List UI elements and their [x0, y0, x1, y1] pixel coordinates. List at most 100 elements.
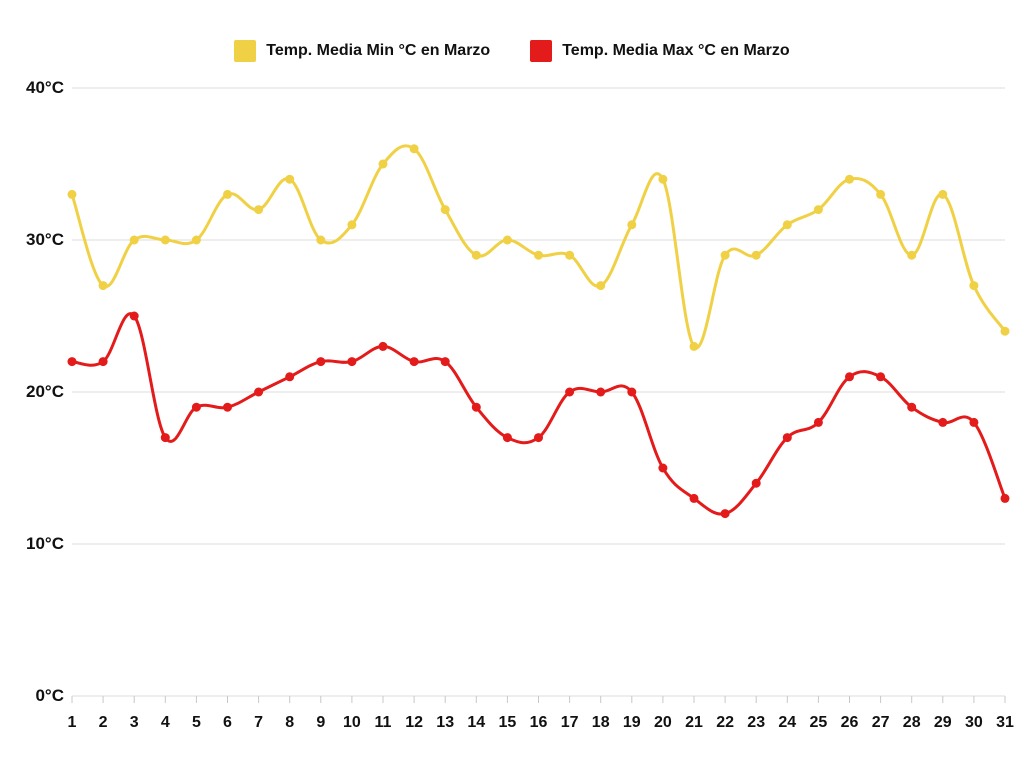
- series-point-min: [938, 190, 947, 199]
- series-point-max: [254, 388, 263, 397]
- legend-label-min: Temp. Media Min °C en Marzo: [266, 42, 490, 60]
- series-point-max: [690, 494, 699, 503]
- legend-label-max: Temp. Media Max °C en Marzo: [562, 42, 789, 60]
- series-point-max: [534, 433, 543, 442]
- y-tick-label: 0°C: [16, 686, 64, 706]
- series-point-min: [876, 190, 885, 199]
- x-tick-label: 4: [161, 714, 170, 732]
- legend-item-min: Temp. Media Min °C en Marzo: [234, 40, 490, 62]
- series-point-max: [161, 433, 170, 442]
- series-point-min: [316, 236, 325, 245]
- x-tick-label: 25: [809, 714, 827, 732]
- series-point-min: [845, 175, 854, 184]
- x-tick-label: 3: [130, 714, 139, 732]
- series-point-min: [503, 236, 512, 245]
- series-point-max: [907, 403, 916, 412]
- plot-svg: [0, 0, 1024, 768]
- series-point-min: [441, 205, 450, 214]
- series-point-max: [316, 357, 325, 366]
- x-tick-label: 11: [375, 714, 392, 732]
- x-tick-label: 23: [747, 714, 765, 732]
- series-point-min: [285, 175, 294, 184]
- y-tick-label: 40°C: [16, 78, 64, 98]
- series-point-max: [721, 509, 730, 518]
- x-tick-label: 13: [436, 714, 454, 732]
- series-point-max: [627, 388, 636, 397]
- series-point-max: [1001, 494, 1010, 503]
- x-tick-label: 29: [934, 714, 952, 732]
- series-point-min: [161, 236, 170, 245]
- y-tick-label: 30°C: [16, 230, 64, 250]
- y-tick-label: 20°C: [16, 382, 64, 402]
- x-tick-label: 26: [841, 714, 859, 732]
- series-point-min: [907, 251, 916, 260]
- series-point-max: [596, 388, 605, 397]
- x-tick-label: 27: [872, 714, 890, 732]
- series-point-max: [658, 464, 667, 473]
- series-point-max: [223, 403, 232, 412]
- legend-swatch-min: [234, 40, 256, 62]
- series-point-min: [969, 281, 978, 290]
- x-tick-label: 20: [654, 714, 672, 732]
- series-point-max: [347, 357, 356, 366]
- series-point-max: [99, 357, 108, 366]
- series-point-max: [752, 479, 761, 488]
- series-point-max: [783, 433, 792, 442]
- x-tick-label: 19: [623, 714, 641, 732]
- series-point-min: [783, 220, 792, 229]
- x-tick-label: 14: [467, 714, 485, 732]
- x-tick-label: 10: [343, 714, 361, 732]
- series-point-min: [690, 342, 699, 351]
- series-point-max: [969, 418, 978, 427]
- series-point-max: [192, 403, 201, 412]
- x-tick-label: 12: [405, 714, 423, 732]
- series-point-min: [68, 190, 77, 199]
- series-point-min: [1001, 327, 1010, 336]
- x-tick-label: 28: [903, 714, 921, 732]
- series-point-max: [565, 388, 574, 397]
- x-tick-label: 24: [778, 714, 796, 732]
- series-point-min: [223, 190, 232, 199]
- series-point-max: [472, 403, 481, 412]
- series-point-min: [627, 220, 636, 229]
- series-point-min: [192, 236, 201, 245]
- series-point-min: [472, 251, 481, 260]
- legend: Temp. Media Min °C en Marzo Temp. Media …: [0, 40, 1024, 62]
- series-line-min: [72, 146, 1005, 348]
- series-point-min: [347, 220, 356, 229]
- series-point-max: [410, 357, 419, 366]
- series-line-max: [72, 314, 1005, 514]
- x-tick-label: 31: [996, 714, 1014, 732]
- x-tick-label: 2: [99, 714, 108, 732]
- legend-item-max: Temp. Media Max °C en Marzo: [530, 40, 789, 62]
- series-point-min: [814, 205, 823, 214]
- x-tick-label: 1: [68, 714, 77, 732]
- series-point-min: [596, 281, 605, 290]
- x-tick-label: 7: [254, 714, 263, 732]
- series-point-max: [845, 372, 854, 381]
- series-point-min: [658, 175, 667, 184]
- series-point-max: [68, 357, 77, 366]
- series-point-max: [285, 372, 294, 381]
- series-point-max: [503, 433, 512, 442]
- series-point-min: [254, 205, 263, 214]
- series-point-max: [814, 418, 823, 427]
- y-tick-label: 10°C: [16, 534, 64, 554]
- x-tick-label: 5: [192, 714, 201, 732]
- x-tick-label: 9: [316, 714, 325, 732]
- series-point-min: [721, 251, 730, 260]
- x-tick-label: 17: [561, 714, 579, 732]
- series-point-max: [379, 342, 388, 351]
- series-point-max: [441, 357, 450, 366]
- series-point-min: [534, 251, 543, 260]
- series-point-min: [379, 160, 388, 169]
- series-point-min: [99, 281, 108, 290]
- series-point-max: [938, 418, 947, 427]
- x-tick-label: 16: [530, 714, 548, 732]
- x-tick-label: 6: [223, 714, 232, 732]
- series-point-min: [410, 144, 419, 153]
- series-point-max: [130, 312, 139, 321]
- x-tick-label: 22: [716, 714, 734, 732]
- series-point-min: [565, 251, 574, 260]
- x-tick-label: 30: [965, 714, 983, 732]
